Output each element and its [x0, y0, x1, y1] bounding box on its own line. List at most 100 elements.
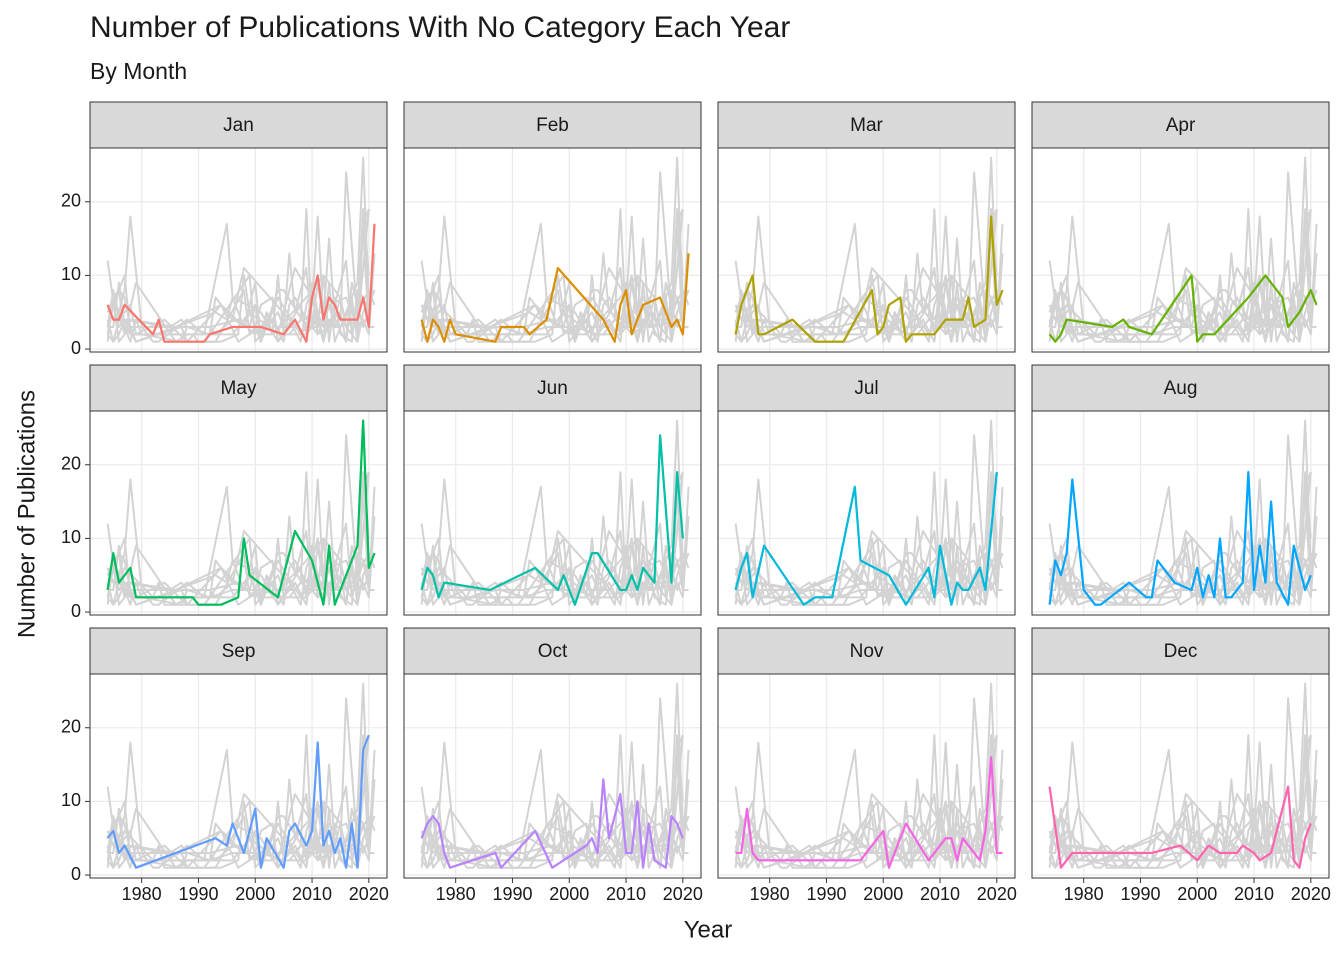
y-tick-label: 0	[71, 864, 81, 884]
chart-title: Number of Publications With No Category …	[90, 11, 790, 44]
line	[420, 735, 684, 869]
line	[107, 493, 375, 606]
line	[734, 778, 998, 869]
line	[734, 515, 998, 606]
panel-border	[89, 147, 388, 353]
strip-label: Feb	[536, 115, 569, 136]
line	[106, 785, 370, 869]
x-tick-label: 2010	[920, 884, 960, 904]
line	[1048, 785, 1312, 869]
strip	[717, 364, 1016, 412]
line	[420, 253, 690, 343]
facet: Jun	[403, 364, 702, 616]
line	[420, 471, 684, 606]
line	[106, 778, 370, 869]
panel-border	[1031, 410, 1330, 616]
x-tick-label: 2020	[349, 884, 389, 904]
line	[1048, 471, 1312, 606]
line	[420, 778, 684, 869]
line	[420, 434, 684, 606]
line	[106, 471, 370, 606]
line	[420, 252, 684, 343]
line	[107, 756, 375, 869]
x-tick-label: 1990	[178, 884, 218, 904]
x-tick-label: 2010	[1234, 884, 1274, 904]
line	[734, 215, 1004, 343]
line	[1048, 735, 1312, 869]
facet: Oct 1980 1990 2000 2010 2020	[403, 627, 703, 904]
facet: Aug	[1031, 364, 1330, 616]
x-tick-label: 2010	[292, 884, 332, 904]
y-tick-label: 0	[71, 601, 81, 621]
x-tick-label: 2020	[663, 884, 703, 904]
strip-label: Oct	[538, 641, 568, 662]
line	[1048, 471, 1312, 606]
strip	[1031, 627, 1330, 675]
x-tick-label: 1980	[750, 884, 790, 904]
panel-border	[717, 410, 1016, 616]
x-tick-label: 2020	[1291, 884, 1331, 904]
line	[735, 756, 1003, 869]
x-tick-label: 2000	[235, 884, 275, 904]
y-tick-label: 10	[61, 264, 81, 284]
line	[420, 209, 684, 343]
strip-label: May	[221, 378, 257, 399]
line	[1048, 209, 1312, 343]
strip-label: Mar	[850, 115, 883, 136]
strip-label: Jul	[854, 378, 878, 399]
y-axis-label: Number of Publications	[13, 390, 40, 638]
facet: Jul	[717, 364, 1016, 616]
strip	[89, 364, 388, 412]
strip	[403, 101, 702, 149]
line	[106, 223, 376, 343]
panel-border	[1031, 147, 1330, 353]
x-tick-label: 2000	[549, 884, 589, 904]
line	[734, 522, 998, 606]
line	[734, 785, 998, 869]
facet: Apr	[1031, 101, 1330, 353]
strip	[1031, 101, 1330, 149]
y-tick-label: 10	[61, 790, 81, 810]
x-axis-label: Year	[684, 916, 733, 943]
panel-border	[717, 673, 1016, 879]
x-tick-label: 1990	[1120, 884, 1160, 904]
line	[420, 208, 684, 343]
strip-label: Aug	[1164, 378, 1198, 399]
line	[1048, 252, 1312, 343]
line	[106, 734, 370, 869]
facet: Dec 1980 1990 2000 2010 2020	[1031, 627, 1331, 904]
line	[1048, 259, 1312, 343]
strip	[717, 101, 1016, 149]
line	[106, 209, 370, 343]
line	[106, 735, 370, 869]
y-tick-label: 0	[71, 338, 81, 358]
line	[106, 419, 376, 606]
line	[734, 259, 998, 343]
x-tick-label: 1980	[436, 884, 476, 904]
line	[106, 472, 370, 606]
strip	[403, 627, 702, 675]
line	[734, 472, 998, 606]
line	[1048, 734, 1312, 869]
panel-border	[403, 410, 702, 616]
strip	[1031, 364, 1330, 412]
line	[107, 230, 375, 343]
strip-label: Jan	[223, 115, 254, 136]
chart-subtitle: By Month	[90, 58, 187, 84]
line	[734, 734, 998, 869]
line	[1048, 472, 1312, 606]
y-tick-label: 20	[61, 454, 81, 474]
x-tick-label: 2010	[606, 884, 646, 904]
facet: Sep 0 10 20 1980 1990 2000 2010 2020	[61, 627, 389, 904]
facet: Nov 1980 1990 2000 2010 2020	[717, 627, 1017, 904]
strip	[89, 101, 388, 149]
x-tick-label: 1990	[492, 884, 532, 904]
panel-border	[717, 147, 1016, 353]
y-tick-label: 10	[61, 527, 81, 547]
line	[420, 472, 684, 606]
panel-border	[89, 673, 388, 879]
y-tick-label: 20	[61, 191, 81, 211]
line	[1048, 778, 1312, 869]
strip-label: Nov	[850, 641, 884, 662]
